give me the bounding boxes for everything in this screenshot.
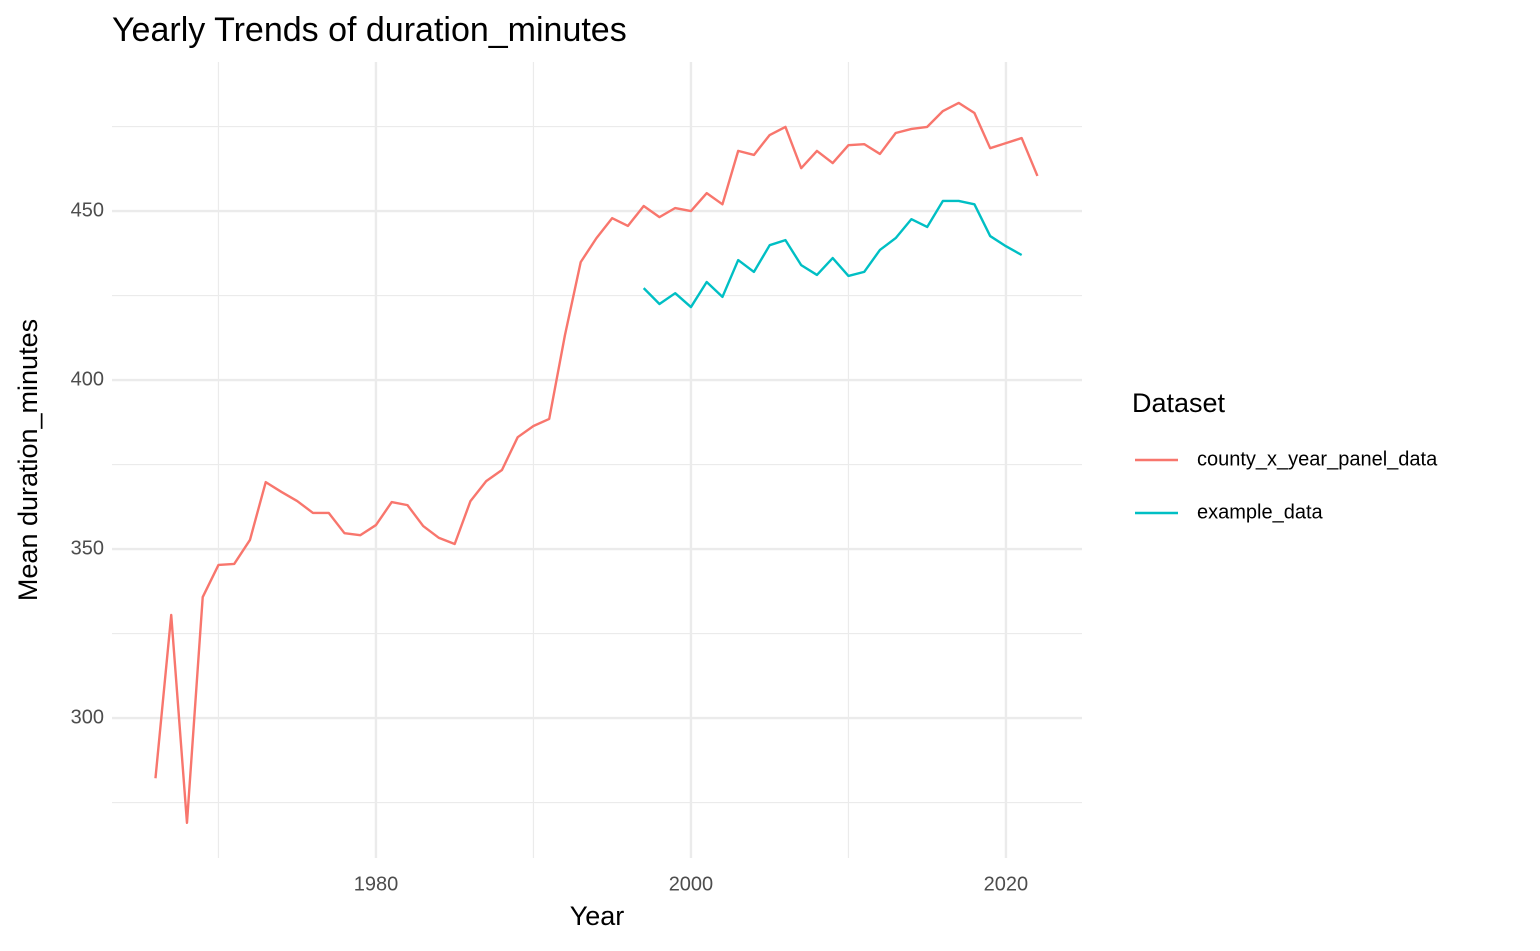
y-tick-label: 350 bbox=[71, 537, 104, 559]
x-axis-label: Year bbox=[570, 901, 625, 931]
x-tick-label: 2020 bbox=[984, 873, 1029, 895]
grid bbox=[112, 62, 1082, 858]
data-line bbox=[154, 101, 1039, 825]
y-tick-label: 400 bbox=[71, 368, 104, 390]
y-tick-label: 450 bbox=[71, 199, 104, 221]
x-tick-label: 2000 bbox=[669, 873, 714, 895]
legend-label: county_x_year_panel_data bbox=[1197, 448, 1438, 470]
chart-title: Yearly Trends of duration_minutes bbox=[112, 11, 627, 49]
data-line bbox=[642, 199, 1023, 309]
x-tick-label: 1980 bbox=[354, 873, 399, 895]
y-tick-label: 300 bbox=[71, 706, 104, 728]
y-axis-label: Mean duration_minutes bbox=[13, 319, 43, 601]
legend-label: example_data bbox=[1197, 501, 1324, 523]
legend-title: Dataset bbox=[1132, 388, 1226, 418]
